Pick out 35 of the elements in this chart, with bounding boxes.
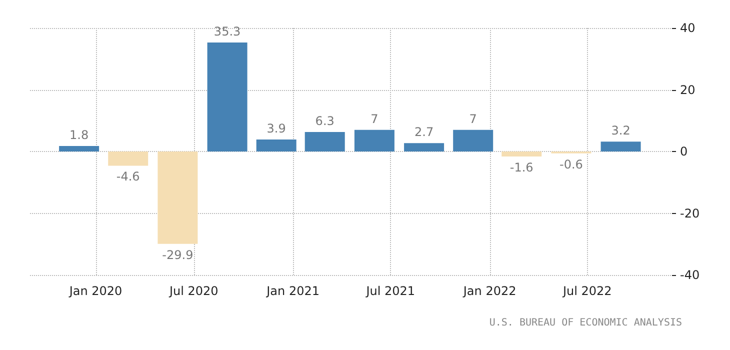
data-label: 3.2 [611, 124, 630, 138]
x-tick-label: Jan 2022 [462, 284, 516, 298]
x-tick-label: Jan 2020 [68, 284, 122, 298]
y-tick-label: 0 [680, 144, 688, 158]
data-label: 7 [370, 112, 378, 126]
text: U.S. BUREAU OF ECONOMIC ANALYSIS [489, 318, 682, 328]
data-label: -4.6 [116, 170, 140, 184]
bar [304, 132, 345, 152]
data-label: 6.3 [315, 114, 334, 128]
data-label: 3.9 [266, 121, 286, 136]
bar [59, 146, 100, 152]
bar [600, 142, 641, 152]
y-tick-label: 40 [680, 21, 696, 35]
bar [453, 130, 494, 152]
y-tick-label: -20 [680, 206, 700, 220]
bar [207, 42, 248, 152]
bar [158, 152, 198, 244]
bar [354, 130, 394, 152]
data-label: -1.6 [510, 160, 534, 174]
bar [502, 152, 542, 156]
y-tick-label: 20 [680, 82, 696, 97]
x-tick-label: Jul 2022 [562, 284, 612, 298]
bar [404, 143, 444, 152]
x-tick-label: Jul 2021 [365, 284, 416, 298]
data-label: 35.3 [214, 24, 241, 39]
x-tick-label: Jul 2020 [168, 284, 218, 298]
bar [108, 152, 148, 166]
data-label: -29.9 [162, 248, 194, 262]
data-label: 7 [469, 112, 477, 126]
data-label: 2.7 [414, 125, 434, 140]
bar [256, 139, 296, 152]
data-label: -0.6 [559, 157, 583, 172]
y-tick-label: -40 [680, 268, 700, 282]
data-label: 1.8 [70, 128, 89, 142]
x-tick-label: Jan 2021 [266, 284, 320, 298]
